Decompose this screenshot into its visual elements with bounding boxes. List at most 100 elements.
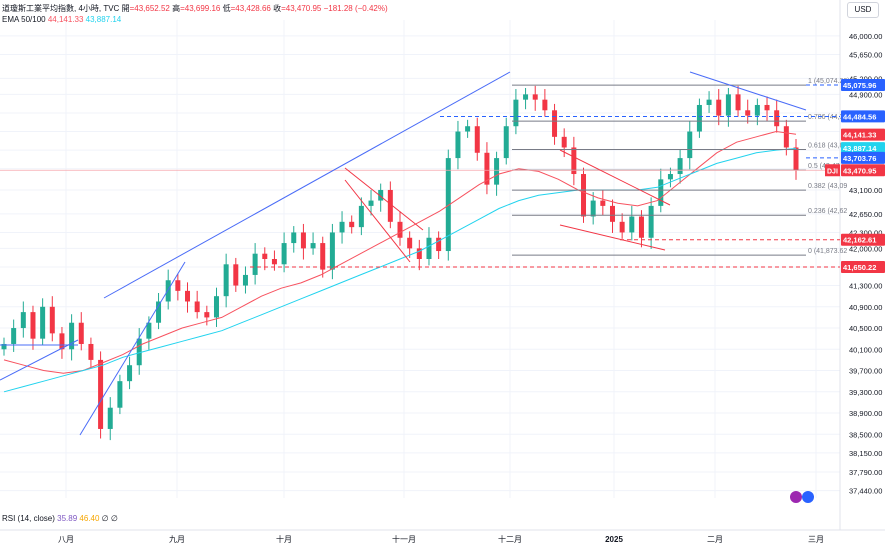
price-marker — [841, 110, 885, 123]
candle-body — [764, 104, 770, 111]
open-label: 開 — [121, 4, 130, 13]
high-value: =43,699.16 — [180, 4, 221, 13]
low-value: =43,428.66 — [230, 4, 271, 13]
fib-level-label: 0.5 (43,47 — [808, 163, 840, 170]
ema50-value: 44,141.33 — [47, 15, 84, 24]
candle-body — [1, 343, 7, 350]
candle-body — [165, 280, 171, 302]
candle-body — [474, 126, 480, 153]
price-marker-label: 42,162.61 — [843, 236, 876, 245]
price-marker-label: 45,075.96 — [843, 81, 876, 90]
candle-body — [387, 189, 393, 222]
candle-body — [310, 243, 316, 249]
change-value: −181.28 (−0.42%) — [323, 4, 388, 13]
candle-body — [30, 312, 36, 339]
candle-body — [281, 243, 287, 265]
symbol-tag — [825, 164, 840, 177]
candle-body — [484, 152, 490, 185]
candle-body — [40, 306, 46, 339]
symbol-tag-label: DJI — [827, 168, 838, 175]
price-marker — [841, 260, 885, 273]
candle-body — [156, 301, 162, 323]
candle-body — [329, 232, 335, 270]
fib-level-label: 0 (41,873.62 — [808, 248, 847, 255]
us-flag-event-icon — [802, 491, 814, 503]
rsi-empty-2: ∅ — [110, 514, 118, 523]
candle-body — [98, 359, 104, 429]
candle-body — [716, 99, 722, 116]
y-tick-label: 42,300.00 — [849, 228, 882, 237]
candle-body — [648, 205, 654, 238]
y-tick-label: 45,200.00 — [849, 74, 882, 83]
candle-body — [523, 94, 529, 100]
trend-line — [0, 339, 79, 381]
candle-body — [774, 110, 780, 127]
price-marker — [841, 128, 885, 141]
y-tick-label: 46,000.00 — [849, 32, 882, 41]
ema100-value: 43,887.14 — [85, 15, 122, 24]
price-marker — [841, 233, 885, 246]
y-tick-label: 38,500.00 — [849, 430, 882, 439]
candle-body — [465, 126, 471, 132]
candle-body — [513, 99, 519, 127]
candle-body — [677, 158, 683, 175]
candle-body — [552, 110, 558, 137]
candle-body — [725, 94, 731, 116]
candle-body — [146, 322, 152, 339]
candle-body — [609, 205, 615, 222]
candle-body — [368, 200, 374, 206]
candle-body — [667, 174, 673, 180]
candle-body — [339, 221, 345, 233]
trend-line — [559, 149, 671, 206]
y-tick-label: 39,300.00 — [849, 388, 882, 397]
fib-level-label: 0.382 (43,09 — [808, 183, 847, 190]
lightning-event-icon — [790, 491, 802, 503]
y-tick-label: 39,700.00 — [849, 367, 882, 376]
rsi-legend[interactable]: RSI (14, close) 35.89 46.40 ∅ ∅ — [2, 514, 118, 523]
price-marker-label: 43,887.14 — [843, 144, 877, 153]
candle-body — [358, 205, 364, 228]
y-tick-label: 41,300.00 — [849, 282, 882, 291]
candle-body — [735, 94, 741, 111]
candle-body — [49, 306, 55, 334]
candle-body — [416, 248, 422, 259]
price-marker-label: 43,470.95 — [843, 166, 876, 175]
high-label: 高 — [172, 4, 181, 13]
trend-line — [344, 167, 424, 231]
candle-body — [783, 126, 789, 148]
currency-button[interactable]: USD — [847, 2, 879, 18]
y-tick-label: 37,790.00 — [849, 468, 882, 477]
trend-line — [559, 224, 666, 251]
candle-body — [107, 407, 113, 429]
candle-body — [300, 232, 306, 249]
candle-body — [349, 221, 355, 228]
candle-body — [793, 147, 799, 171]
close-value: =43,470.95 — [281, 4, 322, 13]
y-tick-label: 43,100.00 — [849, 186, 882, 195]
candle-body — [561, 136, 567, 148]
y-tick-label: 38,150.00 — [849, 449, 882, 458]
candle-body — [600, 200, 606, 206]
price-marker-label: 44,141.33 — [843, 131, 876, 140]
ema-legend[interactable]: EMA 50/100 44,141.33 43,887.14 — [2, 15, 121, 24]
fib-level-label: 0.618 (43,8 — [808, 142, 844, 149]
y-tick-label: 45,650.00 — [849, 51, 882, 60]
candle-body — [706, 99, 712, 105]
open-value: =43,652.52 — [129, 4, 170, 13]
candle-body — [59, 333, 65, 350]
candle-body — [745, 110, 751, 116]
candle-body — [69, 322, 75, 350]
trend-line — [689, 71, 807, 111]
y-tick-label: 40,100.00 — [849, 345, 882, 354]
candle-body — [542, 99, 548, 111]
y-tick-label: 40,500.00 — [849, 324, 882, 333]
x-tick-label: 2025 — [605, 535, 623, 544]
candle-body — [571, 147, 577, 175]
candle-body — [117, 381, 123, 408]
candle-body — [696, 104, 702, 132]
fib-level-label: 0.236 (42,62 — [808, 208, 847, 215]
candle-body — [127, 365, 133, 382]
candle-body — [590, 200, 596, 217]
